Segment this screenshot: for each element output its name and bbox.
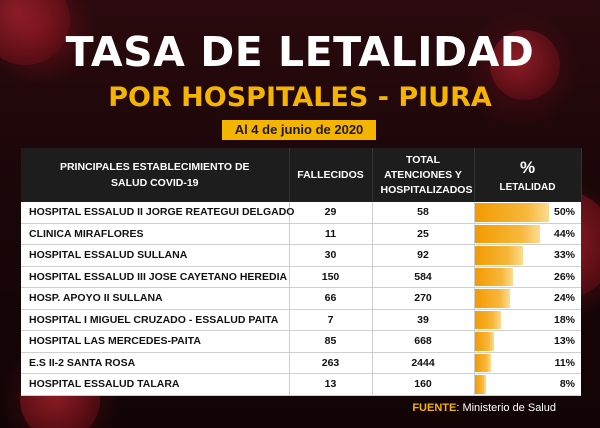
cell-establishment: E.S II-2 SANTA ROSA <box>21 352 290 374</box>
cell-establishment: HOSP. APOYO II SULLANA <box>21 287 290 310</box>
lethality-bar <box>474 310 502 329</box>
cell-deaths: 7 <box>289 309 373 331</box>
cell-establishment: HOSPITAL LAS MERCEDES-PAITA <box>21 330 290 353</box>
column-header-deaths: FALLECIDOS <box>289 148 373 202</box>
cell-establishment: HOSPITAL ESSALUD III JOSE CAYETANO HERED… <box>21 266 290 288</box>
cell-lethality: 26% <box>474 266 581 288</box>
lethality-value: 8% <box>559 378 575 391</box>
lethality-value: 44% <box>553 227 575 240</box>
cell-deaths: 30 <box>289 244 373 267</box>
cell-lethality: 13% <box>474 330 581 353</box>
cell-establishment: HOSPITAL ESSALUD TALARA <box>21 373 290 396</box>
cell-lethality: 11% <box>474 352 581 374</box>
lethality-value: 33% <box>553 249 575 262</box>
table-row: E.S II-2 SANTA ROSA 263 2444 11% <box>21 352 581 374</box>
cell-lethality: 44% <box>474 223 581 245</box>
cell-deaths: 85 <box>289 330 373 353</box>
lethality-bar <box>474 353 491 372</box>
cell-total: 25 <box>372 223 475 245</box>
lethality-bar <box>474 332 494 351</box>
cell-lethality: 33% <box>474 244 581 267</box>
lethality-bar <box>474 267 513 286</box>
cell-total: 584 <box>372 266 475 288</box>
virus-decoration <box>490 30 560 100</box>
table-row: HOSPITAL ESSALUD III JOSE CAYETANO HERED… <box>21 266 581 288</box>
cell-deaths: 150 <box>289 266 373 288</box>
lethality-value: 26% <box>553 270 575 283</box>
cell-deaths: 13 <box>289 373 373 396</box>
lethality-table: PRINCIPALES ESTABLECIMIENTO DE SALUD COV… <box>21 148 582 396</box>
lethality-bar <box>474 224 540 243</box>
establishment-header-text: PRINCIPALES ESTABLECIMIENTO DE SALUD COV… <box>59 161 250 189</box>
column-header-lethality: % LETALIDAD <box>474 148 582 202</box>
cell-total: 270 <box>372 287 475 310</box>
source-label: FUENTE <box>412 402 457 414</box>
cell-total: 668 <box>372 330 475 353</box>
total-header-text: TOTAL ATENCIONES Y HOSPITALIZADOS <box>380 153 473 196</box>
table-row: HOSPITAL ESSALUD SULLANA 30 92 33% <box>21 244 581 267</box>
table-row: HOSPITAL I MIGUEL CRUZADO - ESSALUD PAIT… <box>21 309 581 331</box>
cell-establishment: HOSPITAL ESSALUD SULLANA <box>21 244 290 267</box>
column-header-total: TOTAL ATENCIONES Y HOSPITALIZADOS <box>372 148 475 202</box>
cell-total: 92 <box>372 244 475 267</box>
lethality-bar <box>474 289 511 308</box>
cell-total: 58 <box>372 202 475 224</box>
table-body: HOSPITAL ESSALUD II JORGE REATEGUI DELGA… <box>21 202 581 396</box>
column-header-establishment: PRINCIPALES ESTABLECIMIENTO DE SALUD COV… <box>21 148 290 202</box>
cell-establishment: HOSPITAL I MIGUEL CRUZADO - ESSALUD PAIT… <box>21 309 290 331</box>
lethality-value: 13% <box>553 335 575 348</box>
table-row: HOSPITAL LAS MERCEDES-PAITA 85 668 13% <box>21 330 581 353</box>
source-note: FUENTE: Ministerio de Salud <box>412 402 556 414</box>
percent-symbol: % <box>519 157 536 177</box>
lethality-value: 18% <box>553 313 575 326</box>
table-header-row: PRINCIPALES ESTABLECIMIENTO DE SALUD COV… <box>21 148 582 202</box>
cell-total: 160 <box>372 373 475 396</box>
table-row: HOSPITAL ESSALUD II JORGE REATEGUI DELGA… <box>21 202 581 224</box>
lethality-bar <box>474 246 524 265</box>
cell-lethality: 50% <box>474 202 581 224</box>
lethality-value: 50% <box>553 206 575 219</box>
cell-total: 39 <box>372 309 475 331</box>
cell-deaths: 11 <box>289 223 373 245</box>
cell-establishment: HOSPITAL ESSALUD II JORGE REATEGUI DELGA… <box>21 202 294 224</box>
page-subtitle: POR HOSPITALES - PIURA <box>108 82 492 113</box>
date-badge: Al 4 de junio de 2020 <box>222 120 376 140</box>
table-row: CLINICA MIRAFLORES 11 25 44% <box>21 223 581 245</box>
table-row: HOSP. APOYO II SULLANA 66 270 24% <box>21 287 581 310</box>
lethality-label: LETALIDAD <box>499 181 556 193</box>
cell-lethality: 18% <box>474 309 581 331</box>
cell-total: 2444 <box>372 352 475 374</box>
lethality-value: 11% <box>554 356 575 369</box>
cell-deaths: 263 <box>289 352 373 374</box>
lethality-bar <box>474 375 487 394</box>
cell-establishment: CLINICA MIRAFLORES <box>21 223 290 245</box>
cell-lethality: 24% <box>474 287 581 310</box>
table-row: HOSPITAL ESSALUD TALARA 13 160 8% <box>21 373 581 396</box>
cell-deaths: 29 <box>289 202 373 224</box>
cell-deaths: 66 <box>289 287 373 310</box>
cell-lethality: 8% <box>474 373 581 396</box>
page-title: TASA DE LETALIDAD <box>65 28 535 76</box>
lethality-value: 24% <box>553 292 575 305</box>
lethality-bar <box>474 203 549 222</box>
source-text: : Ministerio de Salud <box>456 402 556 414</box>
